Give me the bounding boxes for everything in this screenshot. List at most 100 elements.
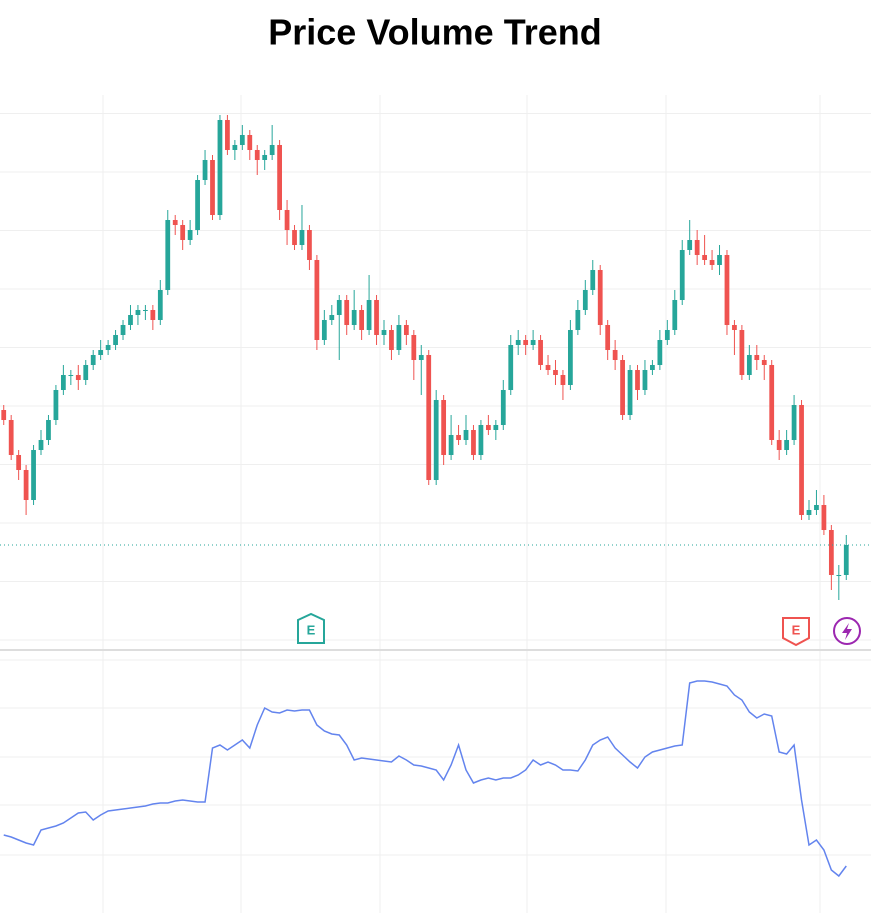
candle-body bbox=[635, 370, 640, 390]
marker-icon bbox=[842, 623, 852, 640]
candle-body bbox=[717, 255, 722, 265]
chart-title: Price Volume Trend bbox=[268, 12, 601, 53]
candle-body bbox=[299, 230, 305, 245]
candle-body bbox=[843, 545, 849, 575]
candle-body bbox=[16, 455, 22, 470]
candle-body bbox=[105, 345, 111, 350]
candle-body bbox=[627, 370, 633, 415]
candle-body bbox=[836, 575, 842, 576]
candle-body bbox=[560, 375, 566, 385]
candle-body bbox=[403, 325, 409, 335]
candle-body bbox=[650, 365, 655, 370]
candle-body bbox=[605, 325, 611, 350]
candle-body bbox=[761, 360, 767, 365]
candle-body bbox=[441, 400, 447, 455]
candle-body bbox=[456, 435, 461, 440]
candle-body bbox=[217, 120, 223, 215]
candle-body bbox=[307, 230, 312, 260]
candle-body bbox=[702, 255, 707, 260]
candle-body bbox=[277, 145, 282, 210]
candle-body bbox=[262, 155, 268, 160]
candle-body bbox=[530, 340, 536, 345]
candle-body bbox=[321, 320, 327, 340]
candle-body bbox=[814, 505, 819, 510]
candle-body bbox=[247, 135, 253, 150]
candle-body bbox=[799, 405, 804, 515]
candle-body bbox=[269, 145, 275, 155]
candle-body bbox=[724, 255, 730, 325]
candle-body bbox=[120, 325, 126, 335]
candle-body bbox=[172, 220, 178, 225]
candle-body bbox=[180, 225, 186, 240]
candle-body bbox=[620, 360, 625, 415]
candle-body bbox=[739, 330, 745, 375]
candle-body bbox=[478, 425, 484, 455]
candle-body bbox=[821, 505, 827, 530]
candle-body bbox=[8, 420, 14, 455]
candle-body bbox=[590, 270, 596, 290]
candle-body bbox=[687, 240, 693, 250]
candle-body bbox=[210, 160, 215, 215]
marker-label: E bbox=[307, 622, 316, 637]
earnings-marker: E bbox=[782, 617, 810, 647]
candle-body bbox=[500, 390, 506, 425]
candle-body bbox=[202, 160, 208, 180]
candle-body bbox=[806, 510, 812, 515]
candle-body bbox=[769, 365, 775, 440]
candle-body bbox=[232, 145, 238, 150]
candle-body bbox=[664, 330, 670, 340]
candle-body bbox=[828, 530, 834, 575]
candle-body bbox=[329, 315, 335, 320]
candle-body bbox=[679, 250, 685, 300]
candle-body bbox=[314, 260, 320, 340]
candle-body bbox=[396, 325, 402, 350]
candle-body bbox=[791, 405, 797, 440]
candle-body bbox=[374, 300, 379, 335]
candle-body bbox=[165, 220, 171, 290]
candle-body bbox=[493, 425, 499, 430]
candle-body bbox=[128, 315, 133, 325]
candle-body bbox=[381, 330, 387, 335]
candle-body bbox=[709, 260, 715, 265]
candle-body bbox=[90, 355, 96, 365]
candle-body bbox=[157, 290, 163, 320]
candle-body bbox=[538, 340, 543, 365]
candle-body bbox=[284, 210, 290, 230]
candle-body bbox=[553, 370, 558, 375]
candle-body bbox=[471, 430, 476, 455]
candle-body bbox=[68, 375, 74, 376]
candle-body bbox=[195, 180, 200, 230]
candle-body bbox=[143, 310, 148, 311]
candle-body bbox=[135, 310, 141, 315]
candle-body bbox=[225, 120, 230, 150]
candle-body bbox=[359, 310, 365, 330]
candle-body bbox=[776, 440, 782, 450]
vertical-grid bbox=[102, 95, 821, 913]
candle-body bbox=[150, 310, 156, 320]
candle-body bbox=[732, 325, 737, 330]
candle-body bbox=[83, 365, 89, 380]
candle-body bbox=[418, 355, 424, 360]
candle-body bbox=[60, 375, 66, 390]
candle-body bbox=[746, 355, 752, 375]
candle-body bbox=[568, 330, 573, 385]
candle-body bbox=[254, 150, 260, 160]
candle-body bbox=[612, 350, 618, 360]
candle-body bbox=[336, 300, 342, 315]
candle-body bbox=[575, 310, 581, 330]
candle-body bbox=[657, 340, 663, 365]
candle-body bbox=[1, 410, 7, 420]
candle-body bbox=[433, 400, 439, 480]
candle-body bbox=[694, 240, 700, 255]
candle-body bbox=[582, 290, 588, 310]
candle-body bbox=[75, 375, 81, 380]
dividend-marker bbox=[833, 617, 861, 645]
candle-body bbox=[53, 390, 59, 420]
candle-body bbox=[113, 335, 118, 345]
candle-body bbox=[485, 425, 491, 430]
candle-body bbox=[508, 345, 514, 390]
candle-body bbox=[754, 355, 760, 360]
candle-body bbox=[545, 365, 551, 370]
candle-body bbox=[23, 470, 29, 500]
candle-body bbox=[411, 335, 417, 360]
